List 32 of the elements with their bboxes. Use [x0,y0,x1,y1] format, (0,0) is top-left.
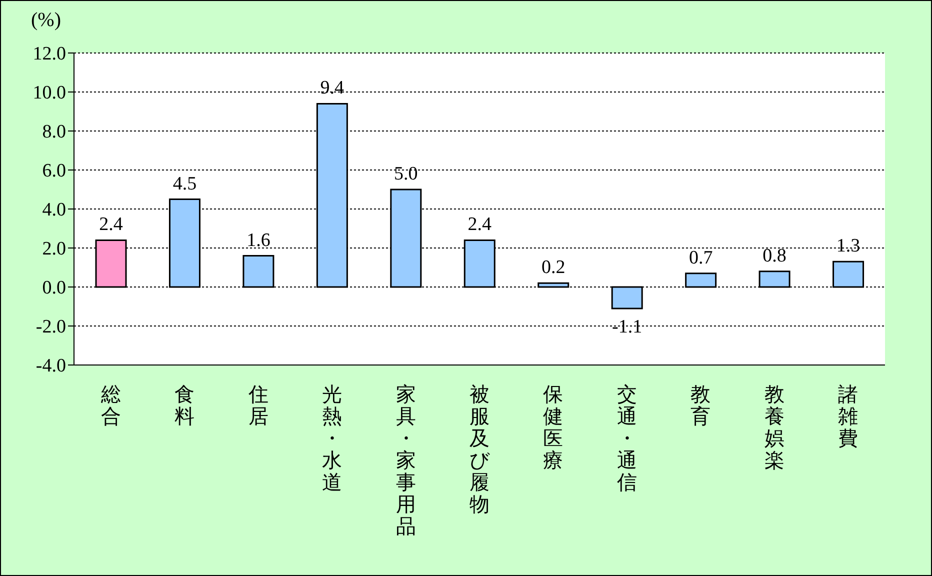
data-label: 9.4 [320,78,345,99]
x-tick-label: 食料 [174,384,195,428]
data-label: -1.1 [612,316,642,338]
x-tick-label: 光熱・水道 [322,384,342,494]
y-tick-label: -2.0 [36,316,66,338]
x-tick-label: 諸雑費 [838,384,858,450]
y-tick-label: 2.0 [42,238,66,260]
data-label: 5.0 [394,164,418,184]
y-tick-label: 6.0 [42,160,66,182]
x-tick-label: 住居 [247,384,268,428]
x-tick-label: 保健医療 [543,384,564,472]
data-label: 1.3 [836,236,860,257]
y-tick-label: 4.0 [42,200,66,221]
data-label: 4.5 [172,173,197,194]
data-label: 1.6 [246,230,270,251]
x-tick-label: 交通・通信 [616,384,637,494]
data-label: 2.4 [468,214,492,236]
y-tick-label: 0.0 [42,278,66,299]
data-label: 2.4 [99,214,124,236]
x-tick-label: 家具・家事用品 [396,384,416,538]
data-label: 0.2 [541,257,566,278]
data-label: 0.8 [762,245,786,266]
x-tick-label: 被服及び履物 [470,384,490,516]
x-tick-label: 教養娯楽 [764,384,784,472]
x-tick-label: 総合 [100,384,121,428]
y-tick-label: 12.0 [32,44,66,65]
y-tick-label: -4.0 [36,356,66,377]
y-axis-title: (%) [31,9,61,32]
y-tick-label: 10.0 [32,82,66,104]
x-tick-label: 教育 [690,384,711,428]
data-label: 0.7 [688,247,713,268]
y-tick-label: 8.0 [42,122,66,143]
